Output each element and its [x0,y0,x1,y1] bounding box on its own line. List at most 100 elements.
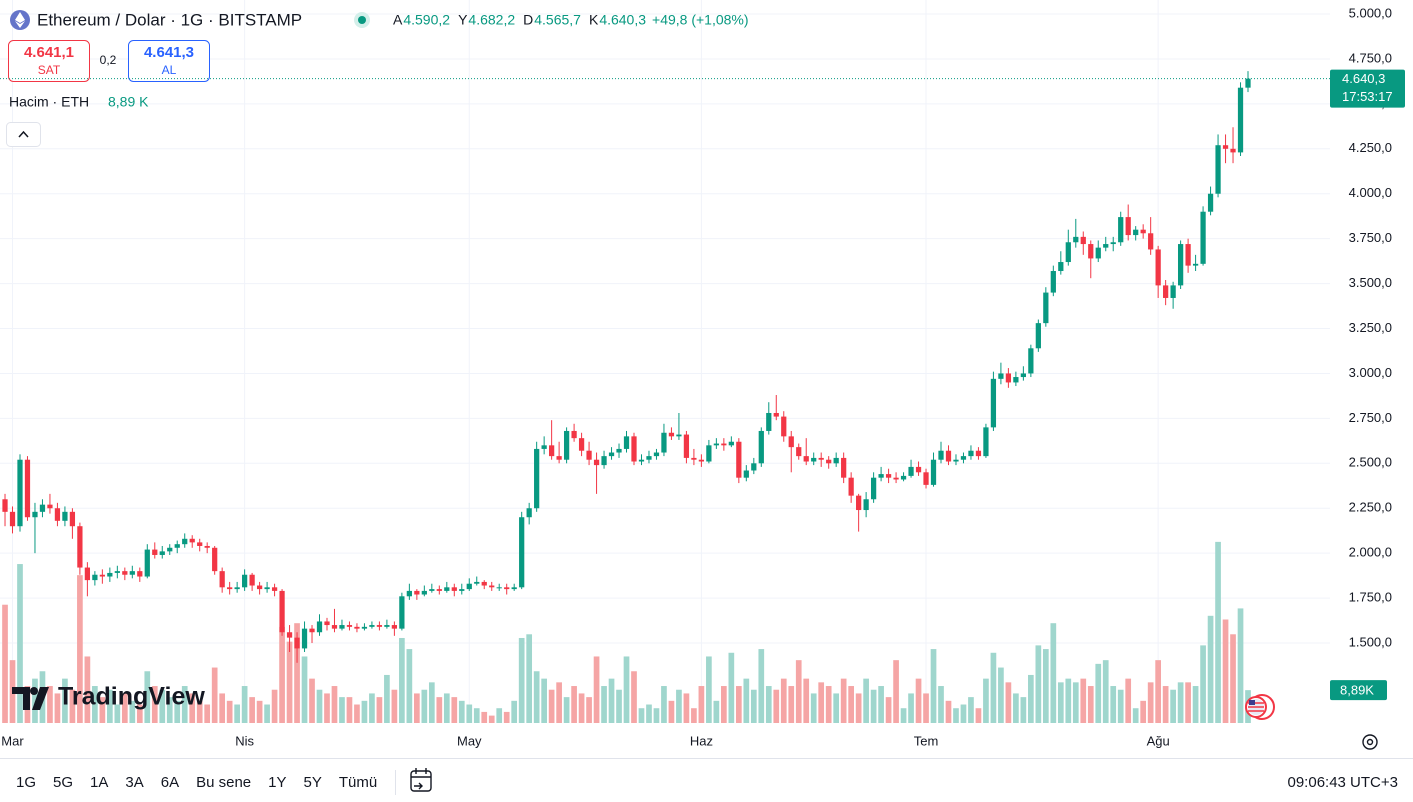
range-button[interactable]: Tümü [339,774,377,791]
y-tick-label: 4.000,0 [1349,185,1392,200]
candle-body [474,581,480,584]
volume-bar [975,708,982,723]
candle-body [107,572,113,577]
volume-bar [1102,660,1109,723]
candle-body [848,477,854,496]
candle-body [511,587,517,590]
candle-body [429,589,435,591]
volume-bar [825,686,832,723]
y-tick-label: 5.000,0 [1349,5,1392,20]
sell-price: 4.641,1 [24,44,74,61]
volume-bar [1005,682,1012,723]
candle-body [938,450,944,460]
range-button[interactable]: 1A [90,774,108,791]
volume-bar [968,697,974,723]
candle-body [721,443,727,446]
candle-body [376,625,383,627]
range-button[interactable]: 6A [161,774,179,791]
volume-bar [960,704,967,723]
volume-bar [17,564,23,723]
volume-bar [1155,660,1161,723]
range-button[interactable]: 5Y [304,774,322,791]
volume-last-box [1330,680,1387,701]
candle-body [796,447,802,457]
range-button[interactable]: 1G [16,774,36,791]
volume-bar [1162,686,1169,723]
candle-body [24,459,31,518]
settings-center [1366,738,1374,746]
candle-body [249,574,255,586]
candle-body [968,450,974,457]
volume-bar [908,693,914,723]
candle-body [159,551,165,555]
candle-body [331,625,338,629]
candle-body [77,526,83,568]
volume-bar [2,604,8,723]
volume-bar [818,682,825,723]
candle-body [242,574,248,588]
candle-body [668,432,675,437]
volume-bar [878,686,884,723]
ohlc-value: 4.565,7 [534,12,581,28]
volume-bar [309,678,315,723]
sell-button[interactable] [8,40,90,82]
volume-bar [458,700,465,723]
volume-bar [316,689,323,723]
volume-bar [473,708,480,723]
range-button[interactable]: Bu sene [196,774,251,791]
candle-body [1110,242,1116,245]
volume-bar [1185,682,1191,723]
candle-body [788,436,794,448]
y-tick-label: 3.000,0 [1349,365,1392,380]
collapse-button[interactable] [6,122,41,147]
range-button[interactable]: 5G [53,774,73,791]
volume-bar [795,660,802,723]
ohlc-key: Y [458,12,468,28]
candle-body [930,459,937,485]
volume-bar [166,697,173,723]
candle-body [294,637,300,649]
volume-bar [578,693,585,723]
volume-bar [62,678,68,723]
ohlc-change: +49,8 (+1,08%) [652,12,749,28]
volume-bar [698,686,705,723]
candle-body [1103,244,1109,248]
volume-bar [1215,541,1221,723]
candle-body [983,427,989,457]
candle-body [84,567,91,581]
candle-body [1230,148,1236,153]
candle-body [803,456,809,462]
settings-icon[interactable] [1362,734,1378,750]
volume-bar [998,667,1004,723]
range-bar: 1G 5G 1A 3A 6A Bu sene 1Y 5Y Tümü [16,774,377,791]
sell-label: SAT [38,63,61,77]
candle-body [496,587,502,589]
calendar-button[interactable] [410,768,432,792]
buy-button[interactable] [128,40,210,82]
candle-body [69,511,76,527]
candle-body [945,450,952,462]
volume-bar [121,693,128,723]
candle-body [856,495,862,511]
volume-bar [1125,678,1132,723]
x-tick-label: Nis [235,733,254,748]
y-tick-label: 1.500,0 [1349,634,1392,649]
volume-bar [945,700,952,723]
candle-body [451,587,457,591]
events-icon[interactable] [1245,694,1275,720]
volume-bar [294,623,300,723]
range-button[interactable]: 3A [125,774,143,791]
candle-body [534,448,540,509]
volume-bar [900,708,907,723]
y-tick-label: 4.750,0 [1349,50,1392,65]
range-button[interactable]: 1Y [268,774,286,791]
volume-bar [99,697,106,723]
candle-body [92,574,98,581]
volume-bar [1013,693,1019,723]
volume-bar [803,678,810,723]
candle-body [466,583,472,590]
y-tick-label: 1.750,0 [1349,590,1392,605]
volume-bar [915,678,922,723]
candle-body [9,511,16,527]
candle-body [137,571,143,577]
